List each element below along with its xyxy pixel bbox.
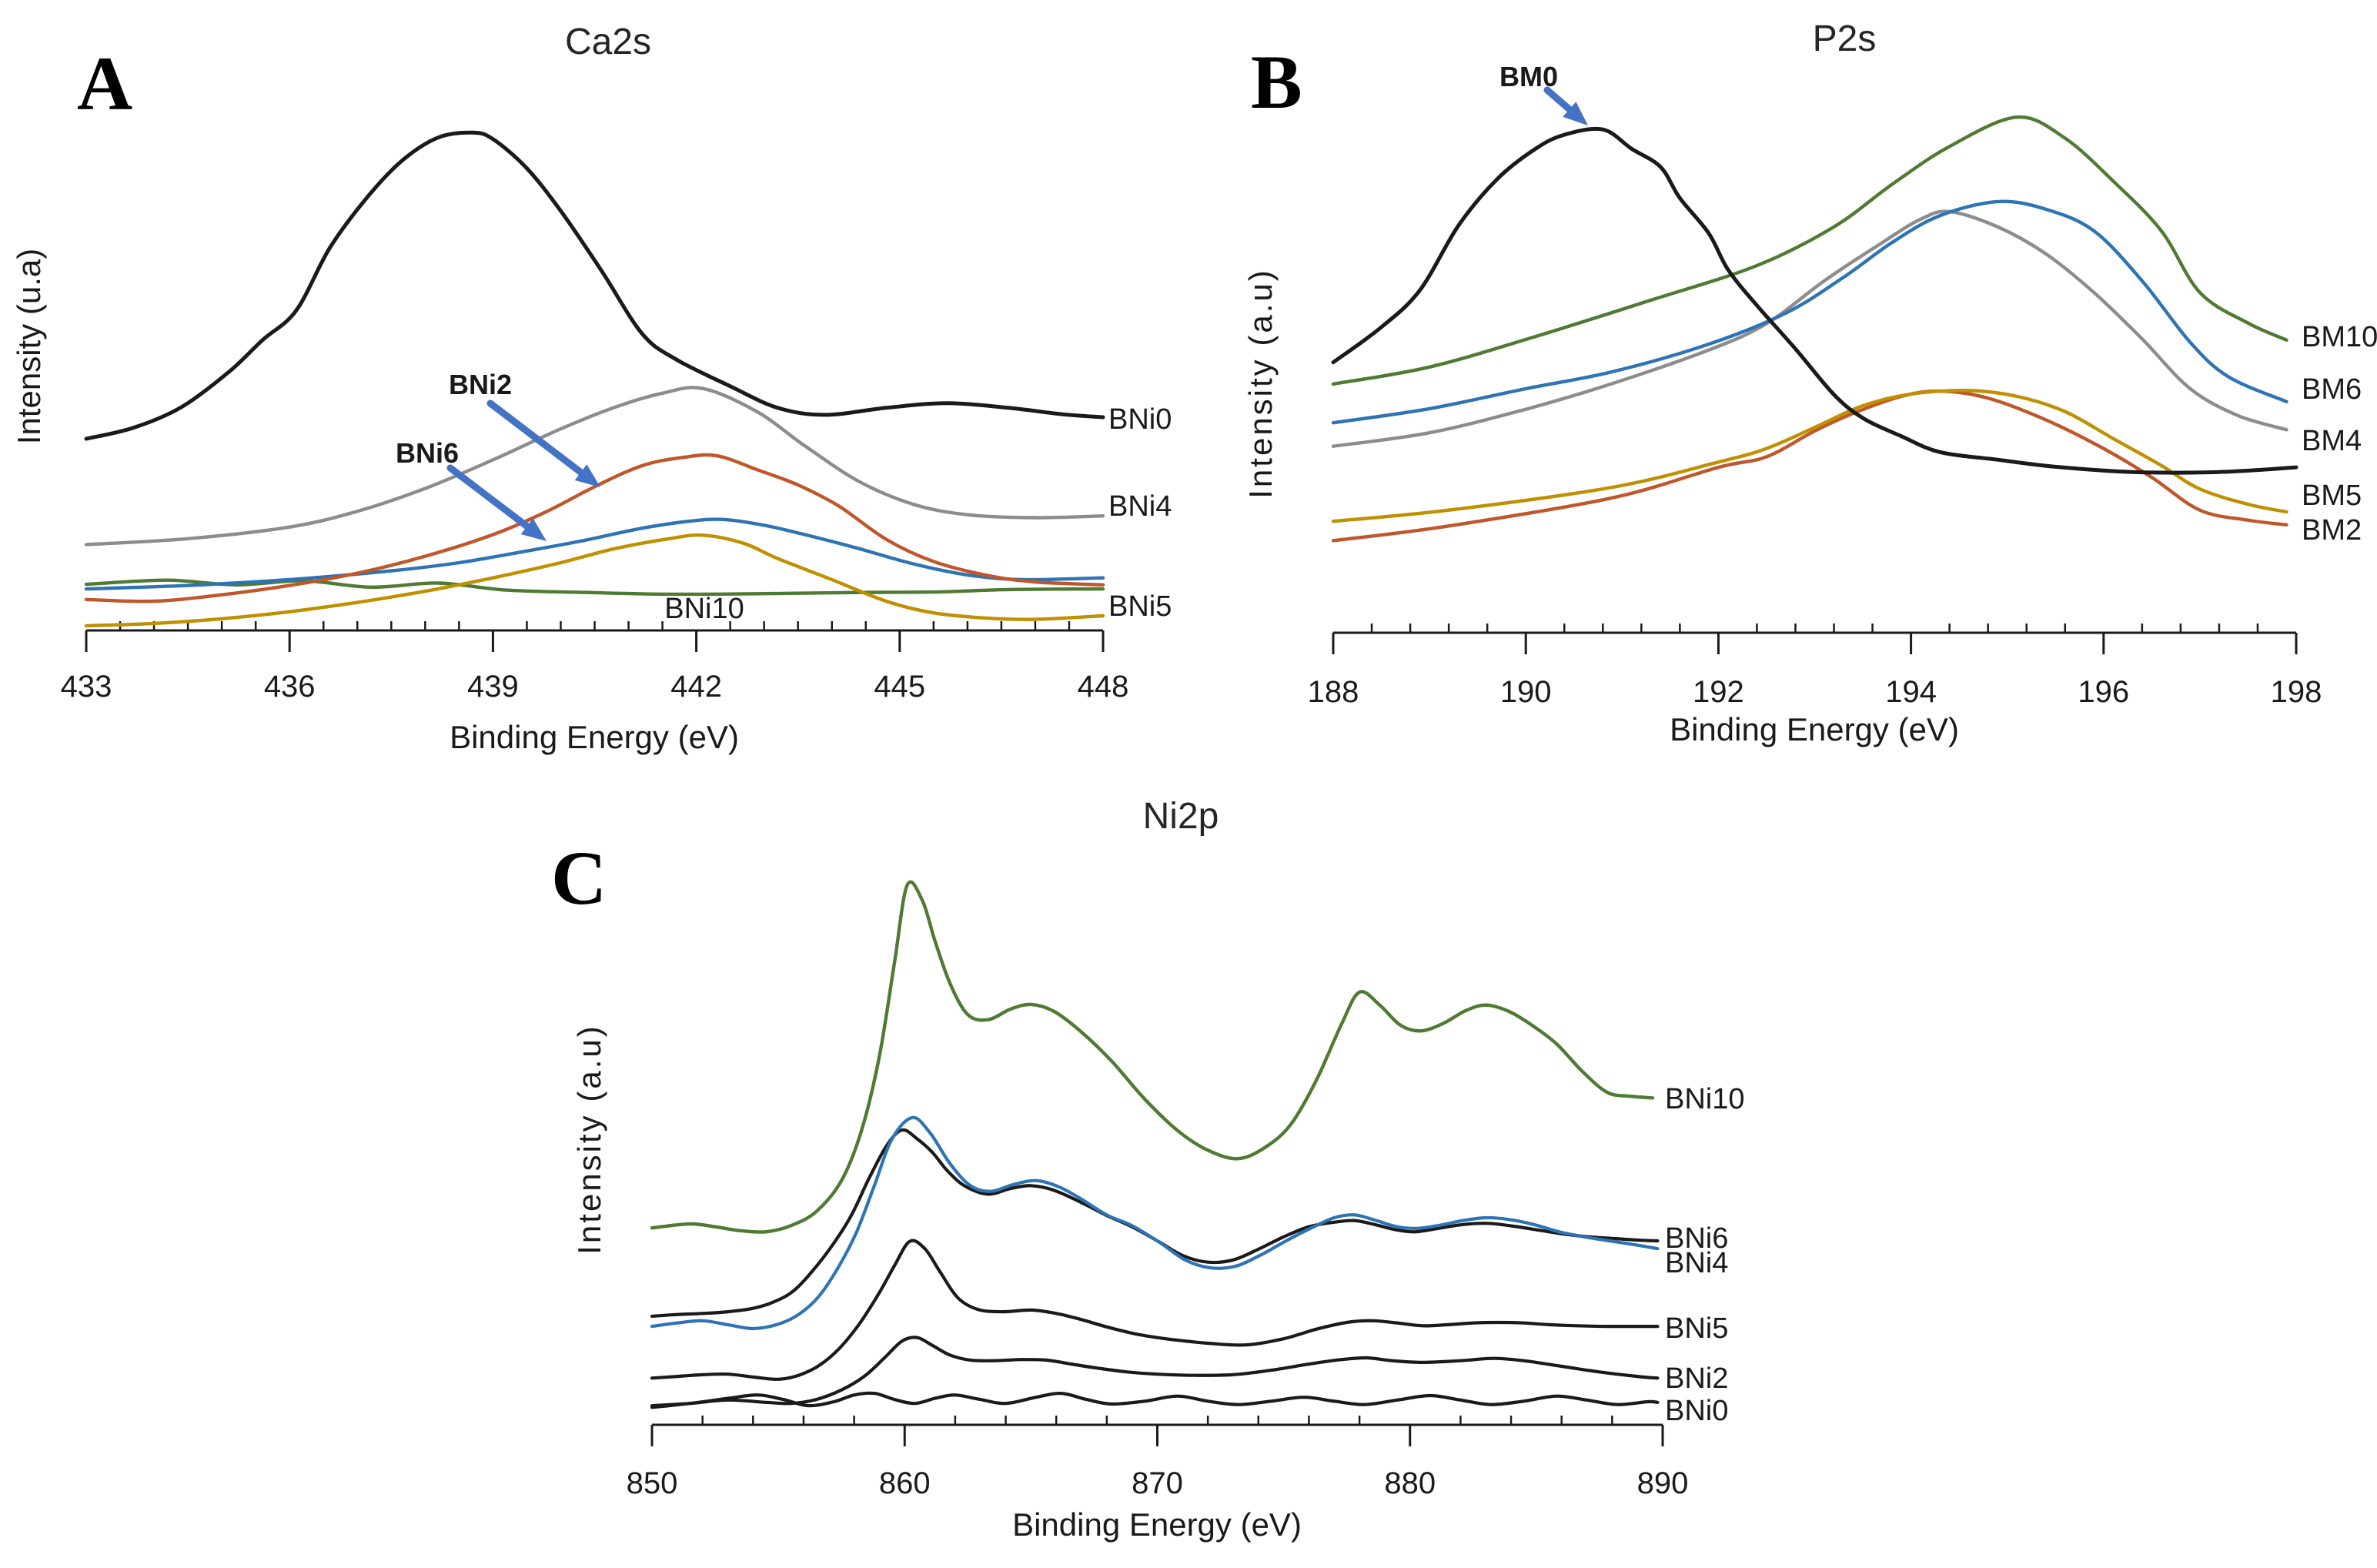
curve-label-bni2: BNi2 <box>1665 1362 1728 1395</box>
curve-label-bni4: BNi4 <box>1108 490 1172 523</box>
x-tick-label: 196 <box>2078 675 2129 709</box>
panel-a-ylabel: Intensity (u.a) <box>11 249 47 444</box>
annotation-arrow-line <box>446 464 531 530</box>
curve-bni6 <box>84 517 1105 591</box>
curve-bni4 <box>650 1128 1660 1319</box>
panel-c-ylabel: Intensity (a.u) <box>571 1024 607 1254</box>
panel-p2s: B P2s Intensity (a.u) Binding Energy (eV… <box>1242 18 2377 747</box>
annotation-arrow-head <box>574 464 600 487</box>
panel-a-axis: 433 436 439 442 445 448 <box>61 621 1129 704</box>
x-tick-label: 880 <box>1384 1466 1436 1500</box>
curve-bm10 <box>1331 115 2288 386</box>
curve-label-bni5: BNi5 <box>1108 590 1172 623</box>
curve-label-bni0: BNi0 <box>1108 403 1172 436</box>
curve-bni5 <box>84 533 1105 628</box>
x-tick-label: 890 <box>1637 1466 1689 1500</box>
curve-bm4 <box>1331 209 2288 448</box>
curve-bni4 <box>84 386 1105 547</box>
curve-bni10 <box>84 578 1105 597</box>
panel-b-letter: B <box>1251 39 1302 125</box>
panel-b-axis: 188 190 192 194 196 198 <box>1308 624 2322 709</box>
x-tick-label: 436 <box>264 670 316 704</box>
curve-bm5 <box>1331 389 2288 523</box>
panel-a-xlabel: Binding Energy (eV) <box>450 719 739 755</box>
x-tick-label: 445 <box>874 670 925 704</box>
annotation-arrow-head <box>520 518 547 541</box>
panel-ni2p: C Ni2p Intensity (a.u) Binding Energy (e… <box>551 796 1745 1543</box>
curve-bni0 <box>84 130 1105 441</box>
x-tick-label: 442 <box>670 670 722 704</box>
panel-ca2s: A Ca2s Intensity (u.a) Binding Energy (e… <box>11 22 1172 755</box>
panel-c-letter: C <box>551 835 607 921</box>
x-tick-label: 198 <box>2271 675 2322 709</box>
x-tick-label: 870 <box>1132 1466 1183 1500</box>
x-tick-label: 188 <box>1308 675 1359 709</box>
panel-b-curves <box>1331 115 2298 543</box>
curve-label-bm5: BM5 <box>2302 480 2362 512</box>
curve-bm6 <box>1331 199 2288 425</box>
curve-bni5 <box>650 1239 1660 1381</box>
curve-bm2 <box>1331 389 2288 543</box>
panel-c-xlabel: Binding Energy (eV) <box>1012 1506 1302 1543</box>
curve-bni2 <box>84 453 1105 603</box>
x-tick-label: 860 <box>879 1466 931 1500</box>
panel-c-curves <box>650 880 1660 1409</box>
curve-bni6 <box>650 1115 1660 1331</box>
curve-label-bm4: BM4 <box>2302 425 2362 457</box>
curve-bni2 <box>650 1336 1660 1408</box>
x-tick-label: 448 <box>1078 670 1129 704</box>
annotation-label-bni6: BNi6 <box>396 437 459 469</box>
curve-label-bni6: BNi6 <box>1665 1222 1728 1255</box>
x-tick-label: 192 <box>1693 675 1744 709</box>
curve-label-bm10: BM10 <box>2302 321 2377 353</box>
panel-c-title: Ni2p <box>1143 796 1219 837</box>
annotation-arrow-line <box>486 400 585 476</box>
panel-b-ylabel: Intensity (a.u) <box>1242 268 1279 498</box>
annotation-arrow-head <box>1563 102 1588 125</box>
curve-label-bni4: BNi4 <box>1665 1247 1728 1279</box>
panel-b-title: P2s <box>1813 18 1877 59</box>
panel-a-title: Ca2s <box>565 22 651 62</box>
panel-c-axis: 850 860 870 880 890 <box>627 1416 1689 1500</box>
x-tick-label: 433 <box>61 670 112 704</box>
panel-b-xlabel: Binding Energy (eV) <box>1670 711 1959 747</box>
x-tick-label: 850 <box>627 1466 678 1500</box>
curve-label-bni0: BNi0 <box>1665 1395 1728 1427</box>
curve-label-bm6: BM6 <box>2302 373 2362 406</box>
annotation-label-bni2: BNi2 <box>449 369 512 400</box>
panel-a-letter: A <box>77 41 132 126</box>
x-tick-label: 439 <box>467 670 519 704</box>
panel-a-labels: BNi0 BNi4 BNi5 BNi10 BNi2 BNi6 <box>396 369 1172 625</box>
curve-bm0 <box>1331 126 2298 475</box>
x-tick-label: 190 <box>1500 675 1552 709</box>
curve-label-bni10: BNi10 <box>664 593 744 625</box>
x-tick-label: 194 <box>1885 675 1937 709</box>
curve-bni10 <box>650 880 1655 1234</box>
curve-label-bni10: BNi10 <box>1665 1083 1745 1115</box>
curve-label-bni5: BNi5 <box>1665 1312 1728 1345</box>
curve-label-bm2: BM2 <box>2302 514 2362 547</box>
curve-bni0 <box>650 1391 1660 1409</box>
panel-a-curves <box>84 130 1105 628</box>
annotation-arrow-line <box>1543 86 1573 113</box>
